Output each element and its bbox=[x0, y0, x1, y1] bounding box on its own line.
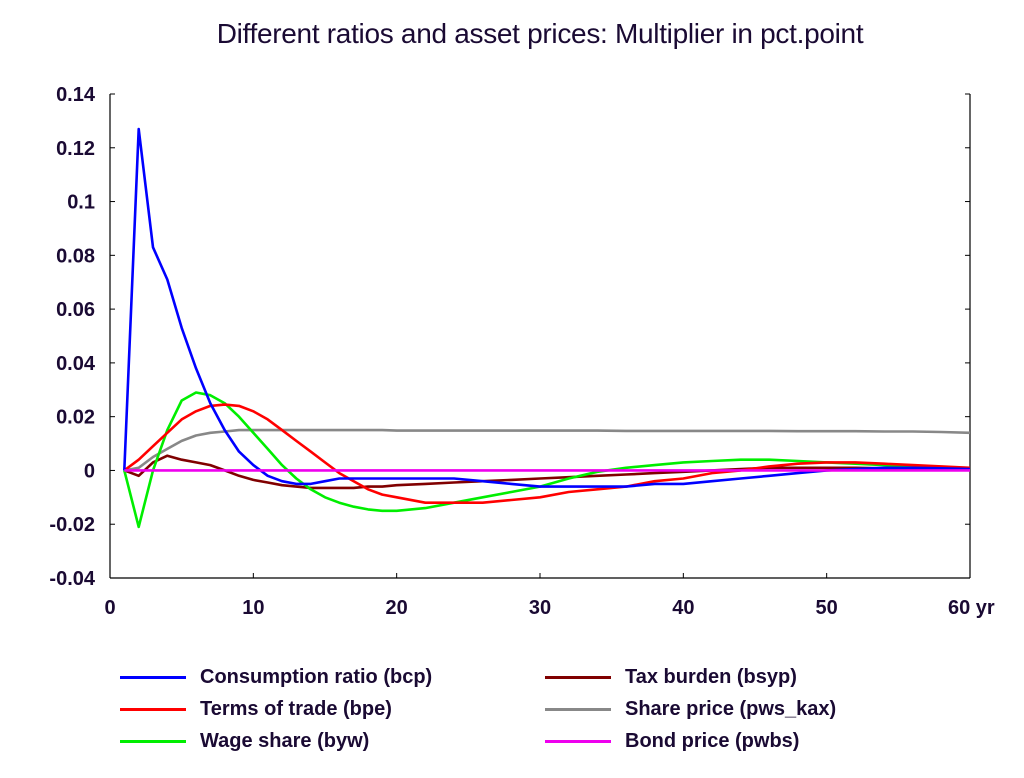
x-tick-label: 10 bbox=[242, 597, 264, 619]
legend: Consumption ratio (bcp) Terms of trade (b… bbox=[120, 662, 1020, 772]
x-tick-label: 40 bbox=[672, 597, 694, 619]
y-tick-label: -0.02 bbox=[49, 514, 95, 536]
y-tick-label: 0.12 bbox=[56, 138, 95, 160]
legend-item: Consumption ratio (bcp) bbox=[120, 662, 432, 692]
series-line-share-price-pws-kax bbox=[124, 428, 971, 472]
x-tick-label: 60 yr bbox=[948, 597, 995, 619]
y-tick-label: -0.04 bbox=[49, 568, 95, 590]
legend-swatch bbox=[120, 675, 186, 679]
y-tick-label: 0.1 bbox=[67, 192, 95, 214]
chart-title: Different ratios and asset prices: Multi… bbox=[216, 18, 864, 49]
series-line-wage-share-byw bbox=[123, 391, 971, 529]
y-tick-label: 0.14 bbox=[56, 84, 96, 106]
x-tick-label: 20 bbox=[386, 597, 408, 619]
legend-swatch bbox=[120, 739, 186, 743]
legend-swatch bbox=[120, 707, 186, 711]
legend-label: Bond price (pwbs) bbox=[625, 729, 800, 752]
legend-swatch bbox=[545, 707, 611, 711]
legend-label: Share price (pws_kax) bbox=[625, 697, 837, 720]
legend-label: Wage share (byw) bbox=[200, 729, 370, 752]
legend-item: Tax burden (bsyp) bbox=[545, 662, 797, 692]
y-tick-label: 0.04 bbox=[56, 353, 96, 375]
legend-label: Terms of trade (bpe) bbox=[200, 697, 392, 720]
legend-swatch bbox=[545, 739, 611, 743]
plot-area: -0.04 -0.02 0 0.02 0.04 0.06 0.08 0.1 0.12 0.14 0 1… bbox=[49, 84, 995, 619]
x-tick-label: 30 bbox=[529, 597, 551, 619]
series-lines bbox=[123, 127, 971, 529]
legend-swatch bbox=[545, 675, 611, 679]
legend-item: Bond price (pwbs) bbox=[545, 726, 799, 756]
y-tick-label: 0.02 bbox=[56, 407, 95, 429]
legend-item: Wage share (byw) bbox=[120, 726, 369, 756]
y-tick-label: 0.08 bbox=[56, 245, 95, 267]
y-tick-label: 0.06 bbox=[56, 299, 95, 321]
legend-label: Consumption ratio (bcp) bbox=[200, 665, 433, 688]
axes bbox=[109, 93, 971, 579]
y-tick-label: 0 bbox=[84, 460, 95, 482]
tick-labels: -0.04 -0.02 0 0.02 0.04 0.06 0.08 0.1 0.12 0.14 0 1… bbox=[49, 84, 995, 619]
series-line-tax-burden-bsyp bbox=[123, 454, 971, 490]
legend-item: Share price (pws_kax) bbox=[545, 694, 836, 724]
legend-label: Tax burden (bsyp) bbox=[625, 665, 797, 688]
x-tick-label: 0 bbox=[104, 597, 115, 619]
series-line-terms-of-trade-bpe bbox=[123, 403, 971, 505]
legend-item: Terms of trade (bpe) bbox=[120, 694, 392, 724]
x-tick-label: 50 bbox=[816, 597, 838, 619]
series-line-consumption-ratio-bcp bbox=[123, 127, 971, 488]
